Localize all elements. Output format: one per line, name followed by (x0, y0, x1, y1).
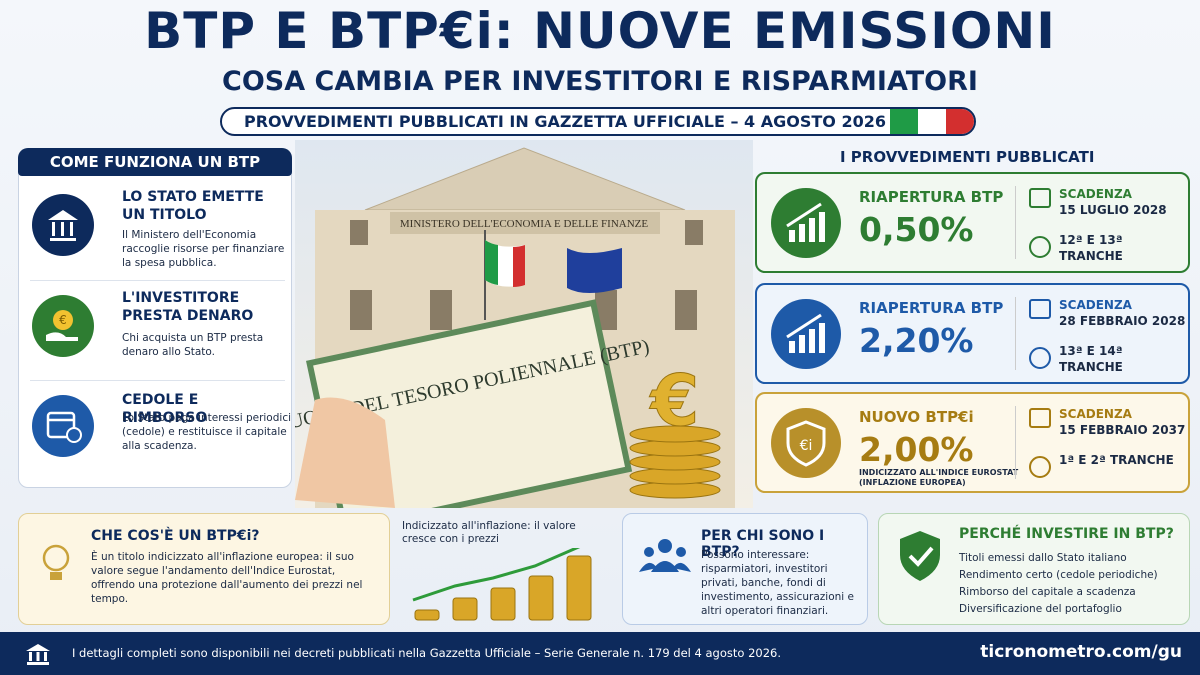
why-box: PERCHÉ INVESTIRE IN BTP? Titoli emessi d… (878, 513, 1190, 625)
footer-text: I dettagli completi sono disponibili nei… (72, 646, 782, 660)
step-text: Chi acquista un BTP presta denaro allo S… (122, 332, 264, 358)
divider (1015, 406, 1016, 479)
provisions-title: I PROVVEDIMENTI PUBBLICATI (840, 148, 1095, 166)
step-title: CEDOLE E RIMBORSO (122, 392, 208, 426)
why-item: Rendimento certo (cedole periodiche) (959, 569, 1158, 581)
icon-coin: € (32, 295, 94, 357)
maturity-date: 15 FEBBRAIO 2037 (1059, 423, 1186, 437)
step-text: Lo Stato paga interessi periodici (cedol… (122, 412, 292, 452)
provision-note: INDICIZZATO ALL'INDICE EUROSTAT (INFLAZI… (859, 468, 1019, 487)
icon-calendar (1029, 188, 1051, 208)
why-item: Diversificazione del portafoglio (959, 603, 1122, 615)
subtitle: COSA CAMBIA PER INVESTITORI E RISPARMIAT… (222, 66, 978, 97)
provision-rate: 2,20% (859, 321, 974, 360)
italian-flag (890, 109, 974, 134)
step: CEDOLE E RIMBORSO Lo Stato paga interess… (30, 380, 291, 478)
maturity: SCADENZA 15 LUGLIO 2028 (1059, 186, 1189, 218)
divider (1015, 186, 1016, 259)
provision-card: RIAPERTURA BTP 0,50% SCADENZA 15 LUGLIO 2… (755, 172, 1190, 273)
icon-pie (1029, 456, 1051, 478)
svg-text:€: € (59, 313, 67, 327)
tranche: 13ª E 14ª TRANCHE (1059, 344, 1123, 374)
provision-name: NUOVO BTP€i (859, 408, 974, 426)
maturity-date: 15 LUGLIO 2028 (1059, 203, 1167, 217)
inflation-caption: Indicizzato all'inflazione: il valore cr… (402, 520, 576, 545)
maturity-date: 28 FEBBRAIO 2028 (1059, 314, 1186, 328)
icon-people (639, 539, 691, 572)
banner: PROVVEDIMENTI PUBBLICATI IN GAZZETTA UFF… (220, 107, 976, 136)
btpei-text: È un titolo indicizzato all'inflazione e… (91, 551, 363, 605)
icon-shield-check (900, 531, 940, 581)
btpei-title: CHE COS'È UN BTP€i? (91, 528, 260, 544)
title: BTP E BTP€i: NUOVE EMISSIONI (144, 2, 1056, 60)
provision-rate: 2,00% (859, 430, 974, 469)
tranche: 1ª E 2ª TRANCHE (1059, 453, 1174, 467)
icon-chart (771, 188, 841, 258)
step-text: Il Ministero dell'Economia raccoglie ris… (122, 229, 285, 269)
why-item: Rimborso del capitale a scadenza (959, 586, 1136, 598)
step: LO STATO EMETTE UN TITOLO Il Ministero d… (30, 180, 285, 278)
maturity: SCADENZA 28 FEBBRAIO 2028 (1059, 297, 1189, 329)
why-title: PERCHÉ INVESTIRE IN BTP? (959, 526, 1174, 542)
maturity: SCADENZA 15 FEBBRAIO 2037 (1059, 406, 1189, 438)
who-text: Possono interessare: risparmiatori, inve… (701, 549, 855, 617)
maturity-label: SCADENZA (1059, 187, 1132, 201)
icon-bulb (42, 544, 70, 580)
svg-text:€: € (649, 360, 700, 442)
provision-card: €i NUOVO BTP€i 2,00% INDICIZZATO ALL'IND… (755, 392, 1190, 493)
tranche: 12ª E 13ª TRANCHE (1059, 233, 1123, 263)
footer: I dettagli completi sono disponibili nei… (0, 632, 1200, 675)
why-item: Titoli emessi dallo Stato italiano (959, 552, 1127, 564)
maturity-label: SCADENZA (1059, 407, 1132, 421)
btpei-box: CHE COS'È UN BTP€i? È un titolo indicizz… (18, 513, 390, 625)
inflation-illustration (412, 548, 592, 621)
svg-text:€i: €i (800, 438, 813, 454)
building-sign: MINISTERO DELL'ECONOMIA E DELLE FINANZE (400, 218, 649, 230)
step: € L'INVESTITORE PRESTA DENARO Chi acquis… (30, 280, 285, 378)
step-title: L'INVESTITORE PRESTA DENARO (122, 290, 254, 324)
ministry-illustration: MINISTERO DELL'ECONOMIA E DELLE FINANZE … (295, 140, 753, 508)
provision-name: RIAPERTURA BTP (859, 299, 1004, 317)
icon-pie (1029, 236, 1051, 258)
icon-bank (26, 644, 50, 665)
provision-rate: 0,50% (859, 210, 974, 249)
divider (1015, 297, 1016, 370)
who-title: PER CHI SONO I BTP? (701, 528, 825, 560)
maturity-label: SCADENZA (1059, 298, 1132, 312)
icon-calendar (1029, 299, 1051, 319)
step-title: LO STATO EMETTE UN TITOLO (122, 189, 264, 223)
icon-bank (32, 194, 94, 256)
footer-url[interactable]: ticronometro.com/gu (980, 642, 1182, 662)
icon-pie (1029, 347, 1051, 369)
icon-shield: €i (771, 408, 841, 478)
how-title: COME FUNZIONA UN BTP (18, 148, 292, 176)
banner-text: PROVVEDIMENTI PUBBLICATI IN GAZZETTA UFF… (244, 112, 886, 131)
who-box: PER CHI SONO I BTP? Possono interessare:… (622, 513, 868, 625)
icon-chart (771, 299, 841, 369)
icon-calendar (1029, 408, 1051, 428)
icon-calendar (32, 395, 94, 457)
provision-card: RIAPERTURA BTP 2,20% SCADENZA 28 FEBBRAIO… (755, 283, 1190, 384)
why-list: Titoli emessi dallo Stato italiano Rendi… (959, 550, 1189, 618)
provision-name: RIAPERTURA BTP (859, 188, 1004, 206)
